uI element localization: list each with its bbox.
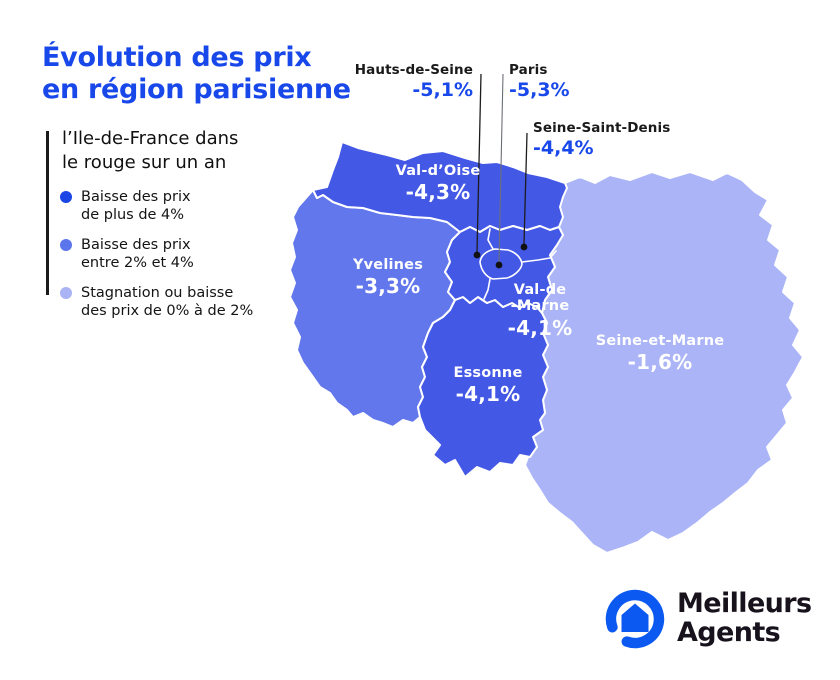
region-essonne-shape [417, 296, 549, 478]
subtitle: l’Ile-de-France dans le rouge sur un an [62, 127, 292, 176]
callout-dot-paris [495, 261, 503, 269]
legend-label-light-line2: des prix de 0% à de 2% [81, 303, 254, 320]
legend-item-dark: Baisse des prix de plus de 4% [60, 188, 310, 225]
region-paris-shape [479, 248, 523, 280]
legend-label-medium: Baisse des prix entre 2% et 4% [81, 236, 194, 273]
callout-line-seine-saint-denis [523, 132, 528, 245]
legend: Baisse des prix de plus de 4% Baisse des… [60, 188, 310, 331]
border-hauts-de-seine-seine-saint-denis [487, 228, 494, 250]
legend-label-light-line1: Stagnation ou baisse [81, 284, 234, 301]
callout-lines [473, 73, 528, 269]
legend-item-medium: Baisse des prix entre 2% et 4% [60, 236, 310, 273]
logo-wordmark: Meilleurs Agents [677, 588, 812, 648]
callout-dot-hauts-de-seine [473, 251, 481, 259]
page-title: Évolution des prix en région parisienne [42, 42, 351, 105]
subtitle-line1: l’Ile-de-France dans [62, 128, 239, 149]
callout-dot-seine-saint-denis [520, 243, 528, 251]
legend-item-light: Stagnation ou baisse des prix de 0% à de… [60, 284, 310, 321]
legend-dot-light-icon [60, 286, 72, 299]
subtitle-line2: le rouge sur un an [62, 152, 227, 174]
legend-label-medium-line2: entre 2% et 4% [81, 255, 194, 272]
logo-wordmark-line1: Meilleurs [677, 588, 812, 620]
legend-label-light: Stagnation ou baisse des prix de 0% à de… [81, 284, 253, 321]
legend-label-dark-line1: Baisse des prix [81, 189, 191, 205]
legend-dot-medium-icon [60, 238, 72, 251]
logo-ring [605, 589, 665, 649]
meilleurs-agents-house-icon [605, 589, 665, 649]
border-seine-saint-denis-val-de-marne [521, 250, 557, 263]
region-seine-et-marne-shape [524, 171, 804, 554]
legend-label-medium-line1: Baisse des prix [81, 236, 191, 253]
legend-dot-dark-icon [60, 191, 72, 203]
sidebar-rule [46, 131, 49, 295]
legend-label-dark: Baisse des prix de plus de 4% [81, 188, 191, 225]
page-title-line2: en région parisienne [42, 73, 351, 105]
page-title-line1: Évolution des prix [42, 42, 312, 73]
logo-house [621, 603, 649, 632]
callout-line-paris [498, 73, 504, 263]
legend-label-dark-line2: de plus de 4% [81, 207, 185, 224]
logo-wordmark-line2: Agents [677, 617, 781, 648]
border-hauts-de-seine-val-de-marne [483, 278, 491, 300]
meilleurs-agents-logo: Meilleurs Agents [604, 588, 812, 650]
callout-line-hauts-de-seine [476, 73, 482, 253]
